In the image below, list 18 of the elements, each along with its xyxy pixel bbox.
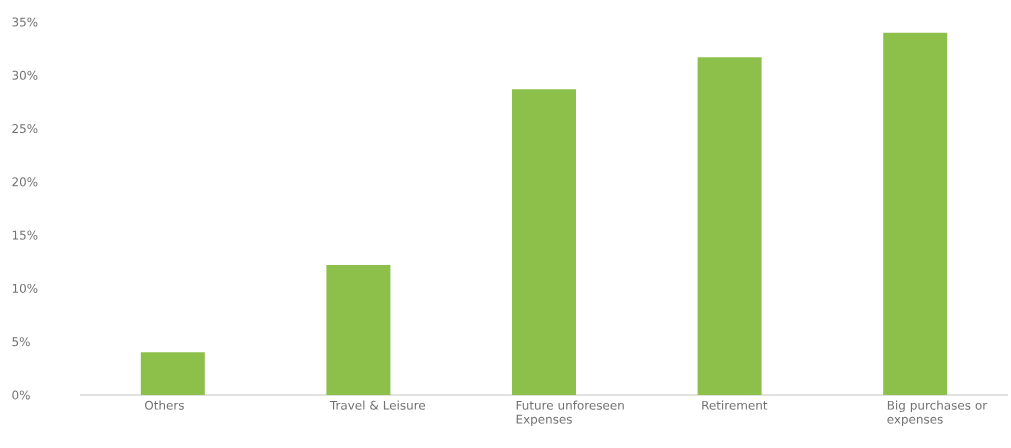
y-tick-label: 25% xyxy=(12,124,38,134)
bar xyxy=(140,352,205,395)
x-tick-label: Future unforeseen Expenses xyxy=(516,400,624,427)
bar xyxy=(883,32,948,395)
bar xyxy=(697,57,762,395)
x-tick-label: Travel & Leisure xyxy=(329,400,426,410)
x-tick-label: Retirement xyxy=(702,400,768,410)
y-tick-label: 5% xyxy=(12,337,30,347)
y-tick-label: 35% xyxy=(12,17,38,27)
bar xyxy=(512,89,576,395)
y-tick-label: 30% xyxy=(12,70,38,80)
y-tick-label: 15% xyxy=(12,230,38,240)
x-tick-label: Big purchases or expenses xyxy=(887,400,988,427)
y-tick-label: 10% xyxy=(12,283,38,293)
y-tick-label: 20% xyxy=(12,177,38,187)
bar xyxy=(326,264,391,395)
x-tick-label: Others xyxy=(144,400,184,410)
y-tick-label: 0% xyxy=(12,390,30,400)
